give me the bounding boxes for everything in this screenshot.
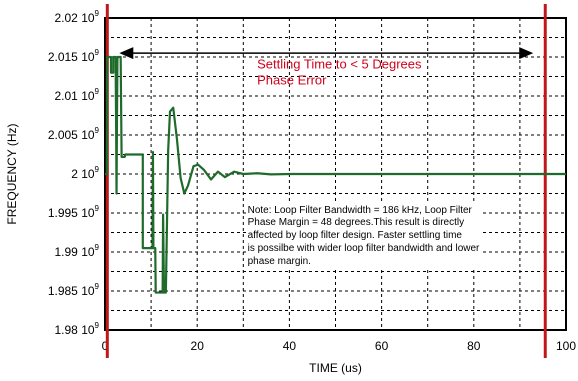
note-box: Note: Loop Filter Bandwidth = 186 kHz, L…: [245, 203, 482, 270]
y-tick-exponent: 9: [95, 126, 100, 135]
x-tick-label: 40: [283, 339, 297, 353]
x-tick-label: 100: [556, 339, 576, 353]
y-tick-mantissa: 2 10: [71, 167, 95, 181]
annotation-settling-line1: Settling Time to < 5 Degrees: [257, 57, 422, 72]
y-tick-label: 1.995 109: [48, 204, 100, 220]
y-tick-label: 2 109: [71, 165, 99, 181]
annotation-settling-line2: Phase Error: [257, 73, 327, 88]
y-tick-label: 1.985 109: [48, 282, 100, 298]
y-tick-mantissa: 2.005 10: [48, 128, 95, 142]
y-tick-label: 2.01 109: [55, 87, 100, 103]
y-tick-mantissa: 1.98 10: [55, 323, 95, 337]
note-line: is possilbe with wider loop filter bandw…: [247, 243, 480, 255]
y-tick-exponent: 9: [95, 282, 100, 291]
note-line: affected by loop filter design. Faster s…: [247, 230, 462, 242]
y-tick-mantissa: 2.01 10: [55, 89, 95, 103]
y-tick-exponent: 9: [95, 204, 100, 213]
arrow-head-left: [119, 47, 134, 60]
x-axis-ticks: 0 20 40 60 80 100: [102, 339, 577, 353]
y-tick-exponent: 9: [95, 87, 100, 96]
x-tick-label: 80: [467, 339, 481, 353]
x-axis-label: TIME (us): [309, 361, 362, 375]
y-tick-exponent: 9: [95, 243, 100, 252]
y-tick-label: 2.005 109: [48, 126, 100, 142]
y-tick-mantissa: 1.99 10: [55, 245, 95, 259]
y-tick-mantissa: 2.015 10: [48, 50, 95, 64]
series-group: [105, 55, 566, 294]
x-tick-label: 60: [375, 339, 389, 353]
note-line: phase margin.: [247, 255, 311, 267]
y-axis-label: FREQUENCY (Hz): [5, 123, 19, 224]
y-tick-label: 2.02 109: [55, 9, 100, 25]
settling-time-arrow: [119, 47, 534, 60]
series-line: [105, 55, 566, 294]
y-tick-exponent: 9: [95, 321, 100, 330]
x-tick-label: 0: [102, 339, 109, 353]
note-line: Phase Margin = 48 degrees.This result is…: [247, 217, 465, 229]
x-tick-label: 20: [191, 339, 205, 353]
y-tick-mantissa: 1.985 10: [48, 284, 95, 298]
y-tick-exponent: 9: [95, 165, 100, 174]
y-tick-label: 1.98 109: [55, 321, 100, 337]
y-tick-label: 2.015 109: [48, 48, 100, 64]
y-tick-mantissa: 1.995 10: [48, 206, 95, 220]
note-line: Note: Loop Filter Bandwidth = 186 kHz, L…: [247, 204, 472, 216]
y-tick-exponent: 9: [95, 48, 100, 57]
y-tick-label: 1.99 109: [55, 243, 100, 259]
y-tick-mantissa: 2.02 10: [55, 11, 95, 25]
arrow-head-right: [519, 47, 534, 60]
y-tick-exponent: 9: [95, 9, 100, 18]
